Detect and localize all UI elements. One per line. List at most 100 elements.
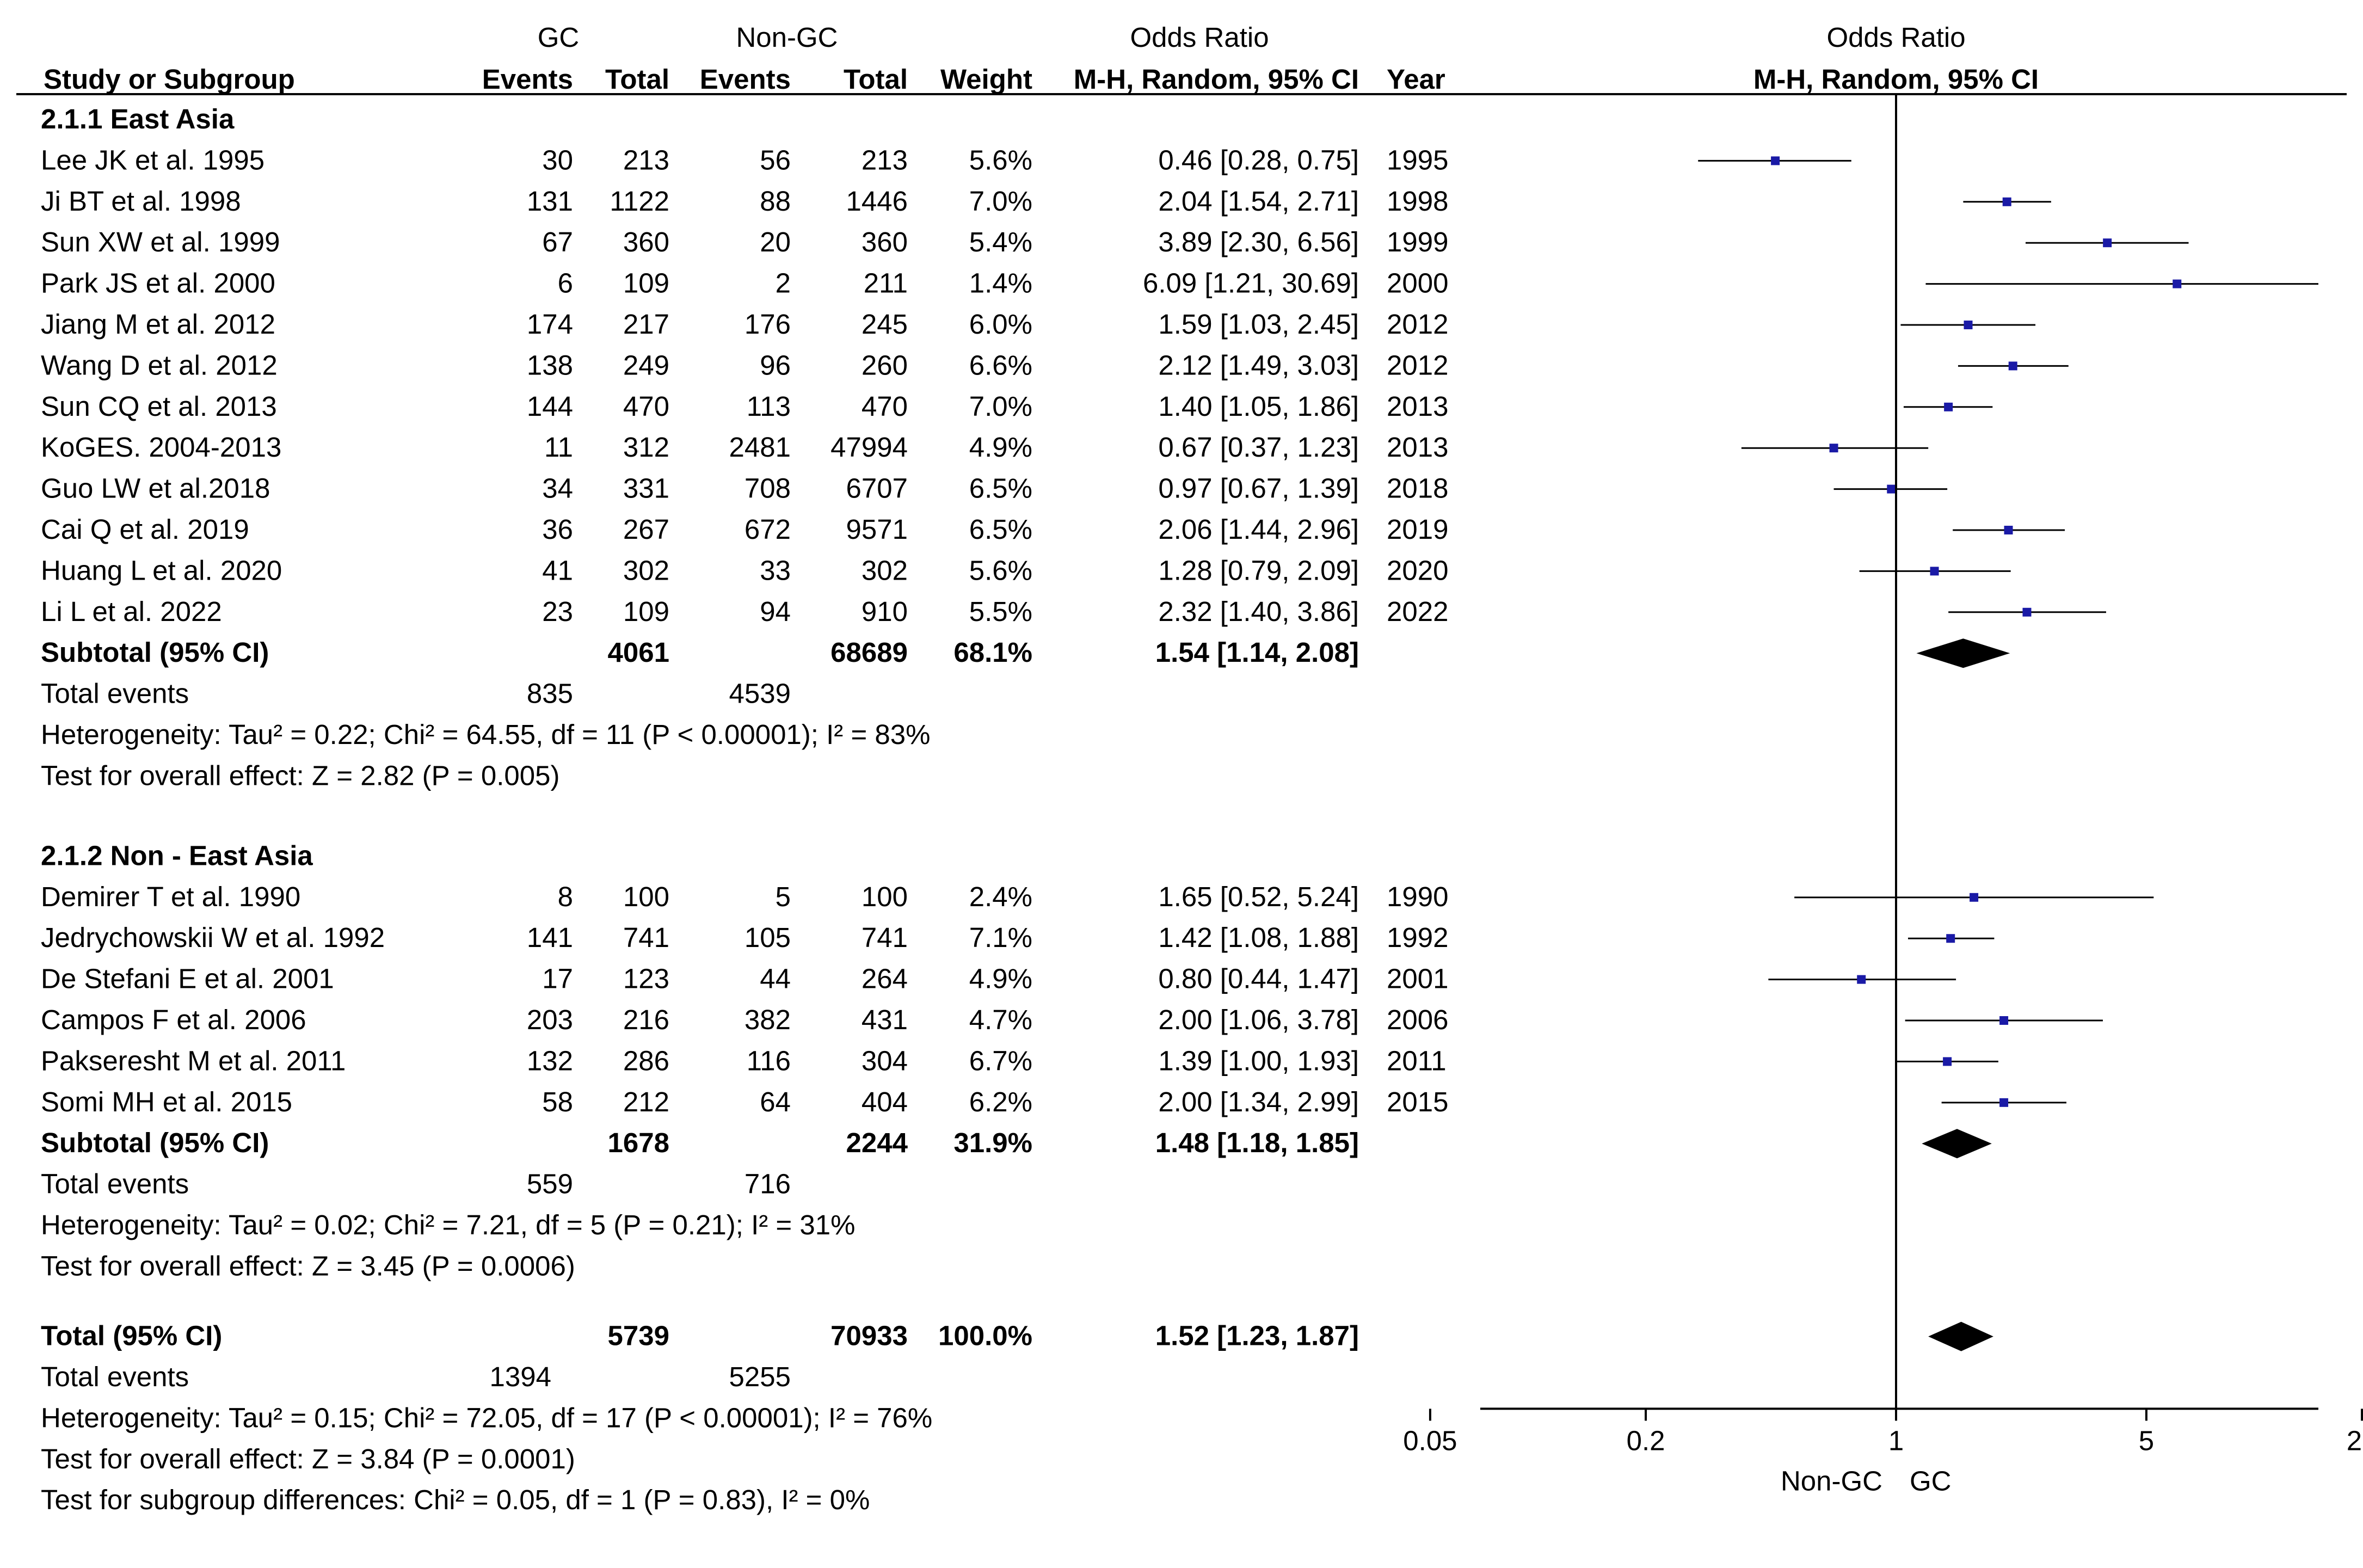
gc-total: 213 — [623, 144, 669, 175]
study-ci: 0.67 [0.37, 1.23] — [1158, 432, 1359, 463]
nongc-events: 88 — [760, 186, 791, 217]
nongc-events: 113 — [747, 391, 791, 422]
header-nongc: Non-GC — [736, 22, 838, 53]
subtotal-ci: 1.54 [1.14, 2.08] — [1155, 637, 1359, 668]
gc-total: 216 — [623, 1004, 669, 1035]
nongc-total: 1446 — [846, 186, 908, 217]
nongc-events: 5 — [776, 881, 791, 912]
nongc-events: 176 — [744, 309, 791, 340]
header-method: M-H, Random, 95% CI — [1074, 64, 1359, 95]
subtotal-gc-total: 4061 — [608, 637, 669, 668]
study-name: Park JS et al. 2000 — [41, 268, 275, 299]
gc-total: 267 — [623, 514, 669, 545]
study-name: Li L et al. 2022 — [41, 596, 222, 627]
study-ci: 2.04 [1.54, 2.71] — [1158, 186, 1359, 217]
header-or-title: Odds Ratio — [1130, 22, 1269, 53]
nongc-events: 44 — [760, 963, 791, 994]
point-estimate — [2004, 526, 2013, 534]
point-estimate — [1930, 567, 1939, 576]
gc-events: 6 — [558, 268, 573, 299]
study-weight: 6.6% — [969, 349, 1032, 380]
gc-events: 67 — [542, 226, 573, 257]
total-label: Total (95% CI) — [41, 1320, 222, 1351]
total-ci: 1.52 [1.23, 1.87] — [1155, 1320, 1359, 1351]
header-gc-events: Events — [482, 64, 573, 95]
study-ci: 2.12 [1.49, 3.03] — [1158, 349, 1359, 380]
subgroup-differences-text: Test for subgroup differences: Chi² = 0.… — [41, 1484, 870, 1515]
study-weight: 5.6% — [969, 555, 1032, 586]
study-year: 2022 — [1387, 596, 1448, 627]
total-weight: 100.0% — [938, 1320, 1032, 1351]
study-ci: 1.28 [0.79, 2.09] — [1158, 555, 1359, 586]
favours-right-label: GC — [1910, 1465, 1952, 1496]
gc-events: 58 — [542, 1086, 573, 1117]
study-year: 2015 — [1387, 1086, 1448, 1117]
study-weight: 5.4% — [969, 226, 1032, 257]
study-ci: 0.46 [0.28, 0.75] — [1158, 144, 1359, 175]
point-estimate — [1999, 1016, 2009, 1025]
study-weight: 4.9% — [969, 432, 1032, 463]
gc-total: 312 — [623, 432, 669, 463]
study-weight: 4.9% — [969, 963, 1032, 994]
nongc-total: 245 — [861, 309, 908, 340]
subtotal-nongc-total: 2244 — [846, 1127, 908, 1158]
total-events-label: Total events — [41, 1169, 189, 1200]
study-name: Demirer T et al. 1990 — [41, 881, 300, 912]
nongc-events: 672 — [744, 514, 791, 545]
header-study: Study or Subgroup — [44, 64, 295, 95]
total-events-nongc: 716 — [744, 1169, 791, 1200]
nongc-total: 404 — [861, 1086, 908, 1117]
study-ci: 3.89 [2.30, 6.56] — [1158, 226, 1359, 257]
study-weight: 2.4% — [969, 881, 1032, 912]
gc-total: 123 — [623, 963, 669, 994]
point-estimate — [2103, 238, 2112, 248]
x-tick-label: 1 — [1888, 1425, 1904, 1456]
gc-total: 217 — [623, 309, 669, 340]
total-events-gc: 1394 — [490, 1361, 551, 1392]
plot-axis: 0.05 0.2 1 5 20 Non-GC GC — [1403, 94, 2363, 1496]
study-year: 2012 — [1387, 309, 1448, 340]
study-weight: 6.2% — [969, 1086, 1032, 1117]
study-weight: 5.5% — [969, 596, 1032, 627]
study-year: 2018 — [1387, 473, 1448, 504]
gc-events: 34 — [542, 473, 573, 504]
gc-total: 286 — [623, 1045, 669, 1076]
header-gc-total: Total — [605, 64, 669, 95]
total-events-gc: 559 — [527, 1169, 573, 1200]
nongc-total: 470 — [861, 391, 908, 422]
study-name: Jiang M et al. 2012 — [41, 309, 275, 340]
heterogeneity-text: Heterogeneity: Tau² = 0.15; Chi² = 72.05… — [41, 1402, 932, 1433]
gc-events: 132 — [527, 1045, 573, 1076]
study-ci: 0.97 [0.67, 1.39] — [1158, 473, 1359, 504]
gc-total: 212 — [623, 1086, 669, 1117]
study-weight: 1.4% — [969, 268, 1032, 299]
x-tick-label: 5 — [2139, 1425, 2154, 1456]
nongc-total: 47994 — [830, 432, 908, 463]
study-ci: 1.40 [1.05, 1.86] — [1158, 391, 1359, 422]
overall-effect-text: Test for overall effect: Z = 2.82 (P = 0… — [41, 760, 559, 791]
study-weight: 4.7% — [969, 1004, 1032, 1035]
gc-events: 203 — [527, 1004, 573, 1035]
x-tick-label: 20 — [2347, 1425, 2363, 1456]
study-weight: 6.7% — [969, 1045, 1032, 1076]
nongc-events: 708 — [744, 473, 791, 504]
study-year: 2006 — [1387, 1004, 1448, 1035]
subtotal-diamond — [1916, 638, 2010, 668]
gc-events: 23 — [542, 596, 573, 627]
study-ci: 0.80 [0.44, 1.47] — [1158, 963, 1359, 994]
study-ci: 1.42 [1.08, 1.88] — [1158, 922, 1359, 953]
header-weight: Weight — [940, 64, 1032, 95]
study-name: Somi MH et al. 2015 — [41, 1086, 292, 1117]
study-weight: 6.5% — [969, 514, 1032, 545]
x-tick-label: 0.05 — [1403, 1425, 1457, 1456]
gc-events: 41 — [542, 555, 573, 586]
point-estimate — [1943, 1057, 1952, 1066]
gc-events: 144 — [527, 391, 573, 422]
study-ci: 1.59 [1.03, 2.45] — [1158, 309, 1359, 340]
overall-effect-text: Test for overall effect: Z = 3.84 (P = 0… — [41, 1443, 575, 1474]
subtotal-gc-total: 1678 — [608, 1127, 669, 1158]
study-name: Ji BT et al. 1998 — [41, 186, 241, 217]
study-name: Cai Q et al. 2019 — [41, 514, 249, 545]
